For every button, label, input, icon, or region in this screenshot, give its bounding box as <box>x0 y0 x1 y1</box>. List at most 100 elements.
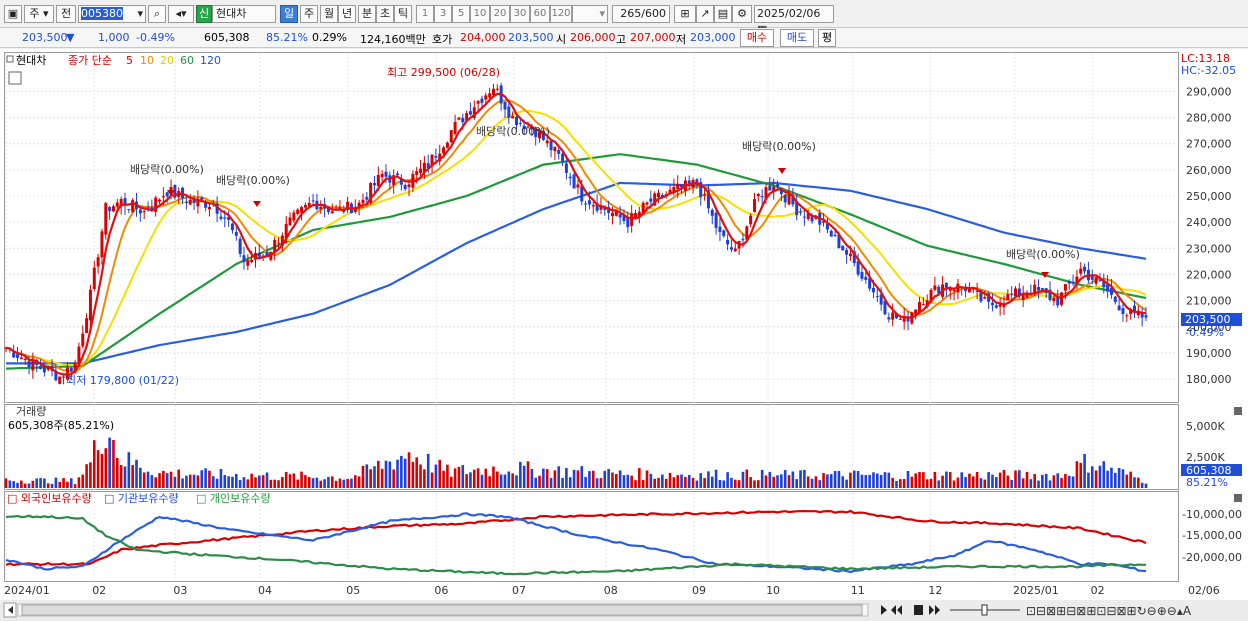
volume-bar <box>300 471 303 488</box>
interval-1[interactable]: 1 <box>416 5 434 23</box>
period-year[interactable]: 년 <box>338 5 356 23</box>
volume-bar <box>576 470 580 488</box>
candle-body <box>622 215 626 222</box>
list-button[interactable]: 전 <box>56 5 76 23</box>
candle-body <box>1040 288 1044 290</box>
candle-body <box>572 174 576 189</box>
candle-body <box>495 88 499 90</box>
candle-body <box>1075 276 1079 283</box>
zoom-slider-handle[interactable] <box>981 604 988 616</box>
save-icon[interactable]: ▤ <box>714 5 732 23</box>
ma120-path <box>6 181 1147 365</box>
candle-body <box>396 173 400 176</box>
gear-icon[interactable]: ⚙ <box>732 5 752 23</box>
stop-icon[interactable] <box>914 605 923 615</box>
volume-bar <box>1037 480 1040 488</box>
candle-body <box>465 113 469 121</box>
stock-chart[interactable]: 현대차 종가 단순 5 10 20 60 120 최고 299,500 (06/… <box>0 49 1248 621</box>
volume-bar <box>906 471 910 488</box>
period-day[interactable]: 일 <box>280 5 298 23</box>
candle-body <box>541 130 545 140</box>
volume-bar <box>476 468 480 488</box>
volume-bar <box>66 481 69 488</box>
volume-bar <box>1087 472 1090 488</box>
candle-body <box>814 216 818 219</box>
rewind-icon[interactable] <box>891 605 902 615</box>
interval-3[interactable]: 3 <box>434 5 452 23</box>
volume-bar <box>388 461 392 488</box>
volume-bar <box>135 459 138 488</box>
search-icon[interactable]: ⌕ <box>148 5 166 23</box>
volume-bar <box>442 470 445 488</box>
interval-20[interactable]: 20 <box>490 5 510 23</box>
eval-button[interactable]: 평 <box>818 29 836 47</box>
volume-bar <box>196 475 200 488</box>
candle-body <box>369 183 373 203</box>
playback-controls[interactable] <box>881 605 940 615</box>
volume-bar <box>783 469 787 488</box>
volume-bar <box>979 478 983 488</box>
draw-tool-icon[interactable]: ↗ <box>696 5 714 23</box>
candle-body <box>549 140 553 151</box>
scrollbar-thumb[interactable] <box>21 604 863 616</box>
period-minute[interactable]: 분 <box>358 5 376 23</box>
volume-bar <box>1033 474 1036 488</box>
period-tick[interactable]: 틱 <box>394 5 412 23</box>
volume-bar <box>676 475 680 488</box>
buy-button[interactable]: 매수 <box>740 29 774 47</box>
stock-code-input[interactable]: 005380 ▾ <box>78 5 146 23</box>
interval-30[interactable]: 30 <box>510 5 530 23</box>
type-select[interactable]: 주 ▾ <box>24 5 54 23</box>
volume-bar <box>100 453 104 488</box>
volume-bar <box>1056 473 1060 488</box>
volume-bar <box>146 471 150 488</box>
vol-close-icon[interactable] <box>1234 407 1242 415</box>
candle-body <box>511 115 515 119</box>
calc-icon[interactable] <box>8 71 22 85</box>
legend-ma20: 20 <box>160 54 174 67</box>
panel-icon[interactable]: ▣ <box>4 5 22 23</box>
candle-body <box>595 203 599 211</box>
candle-body <box>230 223 234 231</box>
candle-body <box>215 203 219 214</box>
volume-bar <box>215 478 219 488</box>
volume-bar <box>154 477 157 488</box>
volume-bar <box>680 474 683 488</box>
period-second[interactable]: 초 <box>376 5 394 23</box>
volume-bar <box>695 480 699 488</box>
volume-bar <box>369 469 372 488</box>
custom-interval-select[interactable]: ▾ <box>572 5 608 23</box>
candle-body <box>726 239 730 245</box>
own-close-icon[interactable] <box>1234 494 1242 502</box>
sell-button[interactable]: 매도 <box>780 29 814 47</box>
candle-body <box>1117 305 1121 311</box>
interval-10[interactable]: 10 <box>470 5 490 23</box>
play-icon[interactable] <box>881 605 887 615</box>
count-input[interactable]: 265/600 <box>612 5 670 23</box>
volume-bar <box>307 477 311 488</box>
forward-icon[interactable] <box>929 605 940 615</box>
period-month[interactable]: 월 <box>320 5 338 23</box>
date-input[interactable]: 2025/02/06 ▦ <box>754 5 834 36</box>
volume-bar <box>461 465 465 488</box>
candle-body <box>772 186 776 193</box>
tool-icons[interactable]: ⊡⊟⊠⊞⊟⊠⊞⊡⊟⊠⊞↻⊖⊕⊖▴A <box>1026 604 1192 618</box>
candle-body <box>480 98 484 103</box>
candle-body <box>591 205 595 207</box>
candle-body <box>200 197 204 201</box>
speaker-icon[interactable]: ◂▾ <box>168 5 194 23</box>
volume-bar <box>638 468 641 488</box>
volume-bar <box>998 472 1002 488</box>
volume-bar <box>85 464 88 488</box>
period-week[interactable]: 주 <box>300 5 318 23</box>
chart-type-icon[interactable]: ⊞ <box>674 5 696 23</box>
interval-5[interactable]: 5 <box>452 5 470 23</box>
interval-60[interactable]: 60 <box>530 5 550 23</box>
volume-bar <box>1002 469 1006 488</box>
date-tick-label: 06 <box>434 584 448 597</box>
candle-body <box>62 376 66 378</box>
interval-120[interactable]: 120 <box>550 5 572 23</box>
volume-bar <box>250 473 253 488</box>
candle-body <box>614 210 618 216</box>
volume-bar <box>822 472 825 488</box>
